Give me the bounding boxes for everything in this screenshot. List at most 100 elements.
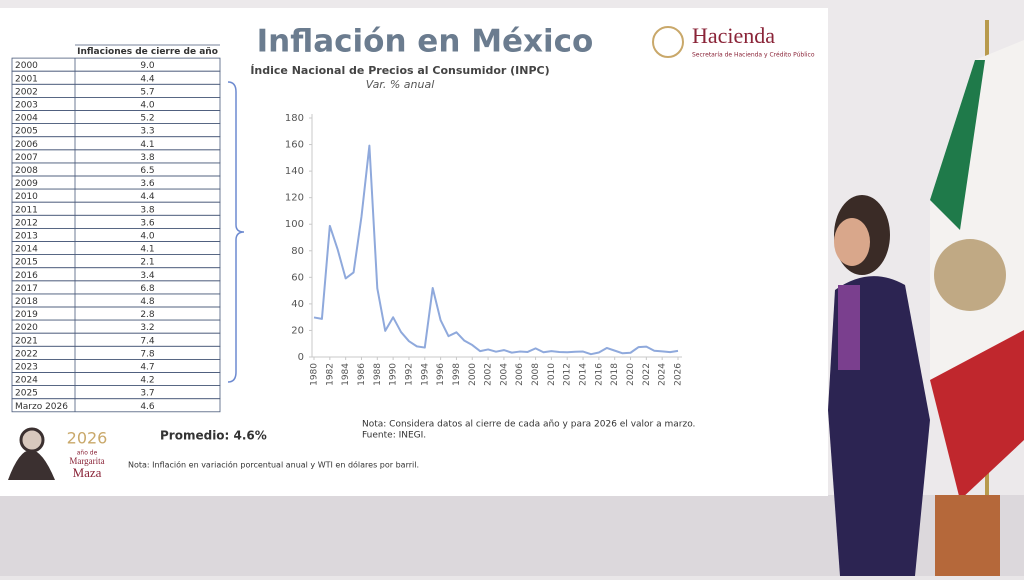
x-tick-label: 1986 xyxy=(357,363,367,386)
table-year: 2024 xyxy=(15,376,38,386)
table-year: 2007 xyxy=(15,153,38,163)
table-year: 2011 xyxy=(15,205,38,215)
table-year: 2021 xyxy=(15,336,38,346)
table-value: 3.7 xyxy=(140,389,154,399)
table-value: 4.0 xyxy=(140,100,155,110)
x-tick-label: 2018 xyxy=(610,363,620,386)
table-value: 3.6 xyxy=(140,218,155,228)
chart-source: Fuente: INEGI. xyxy=(362,431,426,441)
table-year: Marzo 2026 xyxy=(15,402,68,412)
table-year: 2014 xyxy=(15,245,38,255)
x-tick-label: 2020 xyxy=(626,363,636,386)
x-tick-label: 1982 xyxy=(325,363,335,386)
table-value: 4.2 xyxy=(140,376,154,386)
table-year: 2019 xyxy=(15,310,38,320)
x-tick-label: 1998 xyxy=(452,363,462,386)
table-year: 2013 xyxy=(15,231,38,241)
x-tick-label: 2010 xyxy=(547,363,557,386)
flag-green xyxy=(930,60,985,230)
table-value: 3.3 xyxy=(140,127,154,137)
table-value: 4.1 xyxy=(140,245,154,255)
x-tick-label: 2024 xyxy=(658,363,668,386)
table-year: 2002 xyxy=(15,87,38,97)
table-value: 6.8 xyxy=(140,284,155,294)
logo-line1: año de xyxy=(77,450,98,457)
table-year: 2004 xyxy=(15,114,38,124)
y-tick-label: 100 xyxy=(285,219,304,230)
table-value: 4.0 xyxy=(140,231,155,241)
table-value: 7.4 xyxy=(140,336,155,346)
x-tick-label: 2002 xyxy=(484,363,494,386)
table-year: 2015 xyxy=(15,258,38,268)
y-tick-label: 60 xyxy=(291,272,304,283)
x-tick-label: 2022 xyxy=(642,363,652,386)
table-value: 5.2 xyxy=(140,114,154,124)
table-value: 3.2 xyxy=(140,323,154,333)
table-value: 9.0 xyxy=(140,61,155,71)
table-year: 2016 xyxy=(15,271,38,281)
table-header: Inflaciones de cierre de año xyxy=(77,47,218,57)
table-value: 3.8 xyxy=(140,205,155,215)
y-tick-label: 40 xyxy=(291,299,304,310)
table-year: 2022 xyxy=(15,349,38,359)
y-tick-label: 0 xyxy=(298,352,304,363)
brand: Hacienda xyxy=(692,23,775,48)
table-year: 2018 xyxy=(15,297,38,307)
x-tick-label: 1984 xyxy=(341,363,351,386)
table-year: 2005 xyxy=(15,127,38,137)
table-year: 2000 xyxy=(15,61,38,71)
footer-note: Nota: Inflación en variación porcentual … xyxy=(128,460,419,470)
table-value: 3.8 xyxy=(140,153,155,163)
x-tick-label: 2026 xyxy=(674,363,684,386)
table-value: 6.5 xyxy=(140,166,154,176)
table-year: 2006 xyxy=(15,140,38,150)
brand-logo xyxy=(652,26,684,58)
flag-red xyxy=(930,330,1024,500)
person-face xyxy=(834,218,870,266)
brace xyxy=(227,81,245,383)
plot: 0 20 40 60 80 100 120 140 160 180 1980 1982 1984 1986… xyxy=(285,113,684,386)
x-tick-label: 1990 xyxy=(389,363,399,386)
y-tick-label: 80 xyxy=(291,246,304,257)
table-year: 2017 xyxy=(15,284,38,294)
table-year: 2003 xyxy=(15,100,38,110)
table-value: 4.7 xyxy=(140,362,154,372)
screen xyxy=(0,8,828,496)
logo-year: 2026 xyxy=(67,429,108,448)
x-tick-label: 2004 xyxy=(499,363,509,386)
table-value: 7.8 xyxy=(140,349,155,359)
data-line xyxy=(313,144,679,356)
table-year: 2001 xyxy=(15,74,38,84)
x-tick-label: 2006 xyxy=(515,363,525,386)
y-tick-label: 120 xyxy=(285,193,304,204)
table-value: 2.8 xyxy=(140,310,155,320)
logo-line2: Margarita xyxy=(69,456,104,466)
table-year: 2020 xyxy=(15,323,38,333)
table-year: 2008 xyxy=(15,166,38,176)
table-year: 2012 xyxy=(15,218,38,228)
x-tick-label: 1988 xyxy=(373,363,383,386)
table-value: 4.1 xyxy=(140,140,154,150)
table-value: 5.7 xyxy=(140,87,154,97)
y-tick-label: 160 xyxy=(285,140,304,151)
x-tick-label: 1980 xyxy=(310,363,320,386)
table-year: 2009 xyxy=(15,179,38,189)
slide-title: Inflación en México xyxy=(257,24,594,60)
logo-line3: Maza xyxy=(73,465,102,480)
table-year: 2025 xyxy=(15,389,38,399)
table: Inflaciones de cierre de año 2000 9.0 2001 4… xyxy=(11,44,221,413)
portrait-face xyxy=(19,427,45,453)
table-year: 2010 xyxy=(15,192,38,202)
table-row xyxy=(11,398,221,413)
y-tick-label: 140 xyxy=(285,166,304,177)
x-tick-label: 1994 xyxy=(420,363,430,386)
table-value: 4.8 xyxy=(140,297,155,307)
x-tick-label: 2012 xyxy=(563,363,573,386)
portrait xyxy=(8,450,55,480)
flag-emblem xyxy=(934,239,1006,311)
table-value: 3.4 xyxy=(140,271,155,281)
x-tick-label: 2016 xyxy=(594,363,604,386)
average: Promedio: 4.6% xyxy=(160,429,267,443)
